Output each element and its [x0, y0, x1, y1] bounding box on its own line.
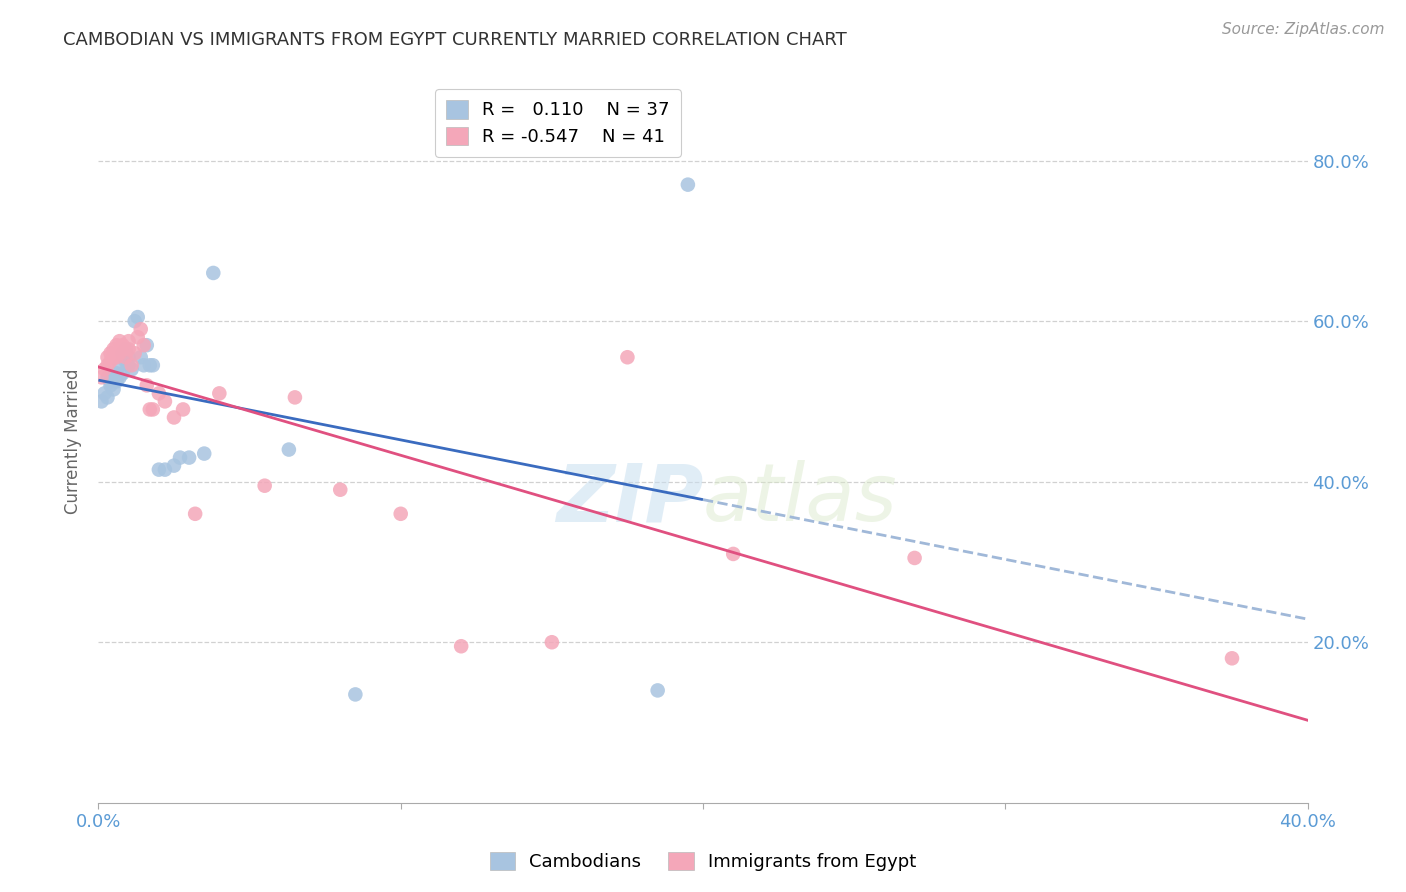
Point [153, 462, 176, 476]
Point [723, 547, 745, 561]
Point [96, 350, 118, 364]
Point [172, 402, 194, 417]
Text: Source: ZipAtlas.com: Source: ZipAtlas.com [1222, 22, 1385, 37]
Point [253, 478, 276, 492]
Point [93, 386, 115, 401]
Point [450, 639, 472, 653]
Point [121, 358, 143, 372]
Point [90, 370, 112, 384]
Point [277, 442, 299, 457]
Point [108, 370, 131, 384]
Point [118, 342, 141, 356]
Point [90, 394, 112, 409]
Point [108, 334, 131, 348]
Point [108, 346, 131, 360]
Point [114, 354, 136, 368]
Point [100, 374, 122, 388]
Point [111, 338, 134, 352]
Text: atlas: atlas [703, 460, 898, 539]
Point [676, 178, 699, 192]
Point [132, 358, 155, 372]
Point [163, 458, 186, 473]
Point [124, 346, 146, 360]
Point [96, 358, 118, 372]
Point [111, 346, 134, 360]
Point [118, 358, 141, 372]
Point [540, 635, 562, 649]
Point [284, 390, 307, 404]
Point [105, 374, 128, 388]
Point [904, 550, 927, 566]
Point [105, 338, 128, 352]
Point [135, 378, 157, 392]
Point [169, 450, 191, 465]
Point [103, 342, 125, 356]
Point [129, 322, 152, 336]
Point [184, 507, 207, 521]
Point [103, 350, 125, 364]
Point [153, 394, 176, 409]
Point [100, 346, 122, 360]
Point [129, 350, 152, 364]
Point [124, 314, 146, 328]
Point [114, 342, 136, 356]
Point [647, 683, 669, 698]
Point [179, 450, 201, 465]
Point [344, 687, 367, 701]
Point [616, 350, 638, 364]
Point [329, 483, 352, 497]
Point [111, 342, 134, 356]
Point [96, 370, 118, 384]
Point [103, 382, 125, 396]
Point [163, 410, 186, 425]
Legend: Cambodians, Immigrants from Egypt: Cambodians, Immigrants from Egypt [482, 846, 924, 879]
Point [139, 402, 162, 417]
Point [127, 330, 149, 344]
Point [118, 350, 141, 364]
Point [132, 338, 155, 352]
Point [96, 390, 118, 404]
Point [111, 366, 134, 380]
Point [118, 334, 141, 348]
Text: ZIP: ZIP [555, 460, 703, 539]
Point [389, 507, 412, 521]
Text: CAMBODIAN VS IMMIGRANTS FROM EGYPT CURRENTLY MARRIED CORRELATION CHART: CAMBODIAN VS IMMIGRANTS FROM EGYPT CURRE… [63, 31, 846, 49]
Point [121, 362, 143, 376]
Point [142, 358, 165, 372]
Point [105, 366, 128, 380]
Point [100, 378, 122, 392]
Point [139, 358, 162, 372]
Point [1220, 651, 1243, 665]
Point [208, 386, 231, 401]
Point [114, 350, 136, 364]
Point [193, 446, 215, 460]
Point [148, 462, 170, 476]
Point [202, 266, 225, 280]
Point [127, 310, 149, 325]
Point [105, 350, 128, 364]
Point [100, 354, 122, 368]
Point [142, 402, 165, 417]
Point [108, 358, 131, 372]
Point [148, 386, 170, 401]
Point [135, 338, 157, 352]
Legend: R =   0.110    N = 37, R = -0.547    N = 41: R = 0.110 N = 37, R = -0.547 N = 41 [436, 89, 681, 157]
Point [103, 370, 125, 384]
Y-axis label: Currently Married: Currently Married [65, 368, 83, 515]
Point [93, 362, 115, 376]
